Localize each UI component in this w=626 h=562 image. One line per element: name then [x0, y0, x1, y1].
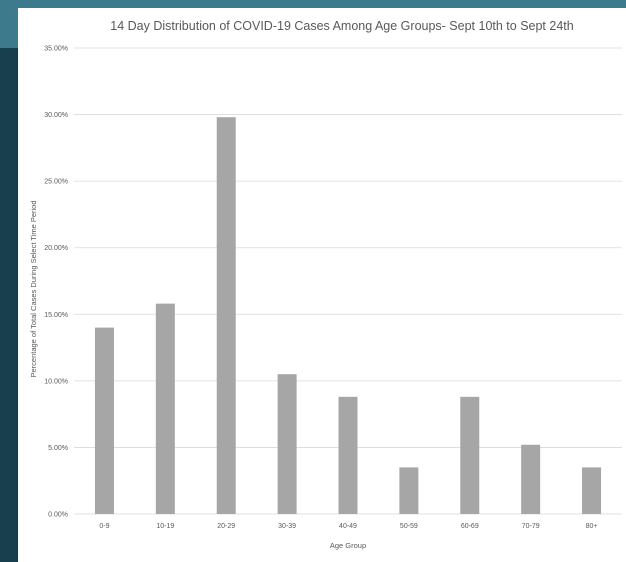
x-axis-title: Age Group [330, 541, 366, 550]
bar-50-59 [399, 467, 419, 514]
background-left-strip [0, 0, 18, 562]
bars [94, 117, 602, 514]
x-tick-label: 0-9 [99, 523, 109, 530]
x-tick-label: 80+ [586, 523, 598, 530]
x-axis-tick-labels: 0-9 10-19 20-29 30-39 40-49 50-59 60-69 70-79 80… [99, 523, 597, 530]
chart-title: 14 Day Distribution of COVID-19 Cases Am… [110, 19, 573, 33]
bar-80+ [582, 467, 602, 514]
y-tick-label: 30.00% [44, 112, 68, 119]
x-tick-label: 10-19 [156, 523, 174, 530]
y-tick-label: 10.00% [44, 378, 68, 385]
bar-30-39 [277, 374, 297, 514]
y-axis-title: Percentage of Total Cases During Select … [29, 200, 38, 377]
x-tick-label: 60-69 [461, 523, 479, 530]
x-tick-label: 30-39 [278, 523, 296, 530]
x-tick-label: 40-49 [339, 523, 357, 530]
bar-60-69 [460, 396, 480, 514]
y-tick-label: 5.00% [48, 445, 68, 452]
bar-0-9 [94, 327, 114, 514]
chart-panel: 14 Day Distribution of COVID-19 Cases Am… [18, 8, 626, 562]
y-tick-label: 20.00% [44, 245, 68, 252]
y-tick-label: 35.00% [44, 46, 68, 53]
x-tick-label: 20-29 [217, 523, 235, 530]
bar-40-49 [338, 396, 358, 514]
bar-chart: 14 Day Distribution of COVID-19 Cases Am… [29, 19, 622, 550]
y-tick-label: 25.00% [44, 179, 68, 186]
y-axis-tick-labels: 0.00% 5.00% 10.00% 15.00% 20.00% 25.00% 30.00%… [44, 46, 68, 519]
x-tick-label: 70-79 [522, 523, 540, 530]
bar-70-79 [521, 444, 541, 514]
bar-20-29 [216, 117, 236, 514]
x-tick-label: 50-59 [400, 523, 418, 530]
y-tick-label: 15.00% [44, 312, 68, 319]
bar-10-19 [155, 303, 175, 514]
y-tick-label: 0.00% [48, 512, 68, 519]
